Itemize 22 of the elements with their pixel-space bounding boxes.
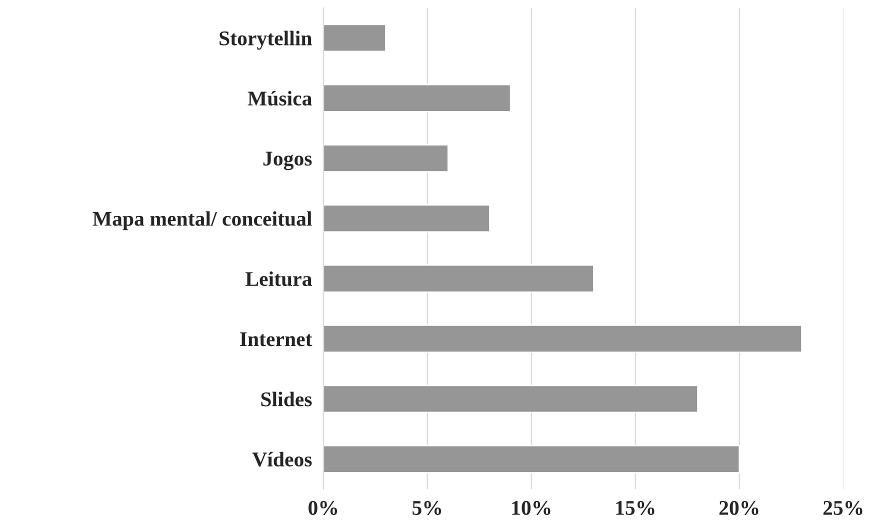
- bar: [323, 264, 594, 293]
- x-tick-label: 0%: [308, 500, 338, 516]
- x-tick-label: 15%: [616, 500, 654, 516]
- y-tick-label: Música: [248, 90, 312, 106]
- y-tick-label: Internet: [240, 332, 312, 346]
- bar: [323, 144, 449, 173]
- bar: [323, 444, 740, 474]
- x-tick-label: 5%: [412, 500, 442, 516]
- y-tick-label: Leitura: [246, 271, 312, 286]
- x-tick-label: 20%: [719, 500, 758, 516]
- y-tick-label: Storytellin: [220, 30, 312, 50]
- x-tick-label: 10%: [512, 500, 550, 516]
- bar: [323, 24, 386, 52]
- y-tick-label: Slides: [261, 392, 312, 406]
- y-tick-label: Jogos: [263, 152, 312, 170]
- bar: [323, 384, 698, 414]
- bar: [323, 84, 512, 112]
- bar: [323, 204, 490, 233]
- bar: [323, 324, 803, 354]
- x-tick-label: 25%: [823, 500, 862, 516]
- y-tick-label: Vídeos: [252, 452, 312, 467]
- y-tick-label: Mapa mental/ conceitual: [92, 211, 312, 230]
